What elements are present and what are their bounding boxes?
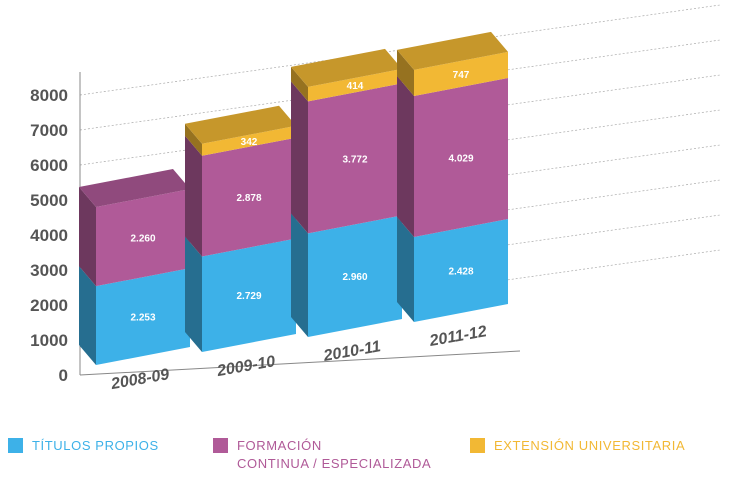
bar-segment-side bbox=[185, 135, 202, 257]
y-tick-label: 6000 bbox=[30, 156, 68, 175]
legend-swatch bbox=[470, 438, 485, 453]
bar-segment bbox=[202, 137, 296, 257]
y-tick-label: 1000 bbox=[30, 331, 68, 350]
bar-segment-side bbox=[185, 236, 202, 352]
bar-top-face bbox=[79, 169, 190, 208]
legend-swatch bbox=[8, 438, 23, 453]
bar-segment bbox=[414, 51, 508, 97]
data-label: 342 bbox=[241, 137, 258, 148]
data-label: 2.960 bbox=[342, 272, 367, 283]
legend-label: EXTENSIÓN UNIVERSITARIA bbox=[494, 437, 685, 455]
category-label: 2011-12 bbox=[427, 323, 488, 350]
legend-label-line1: EXTENSIÓN UNIVERSITARIA bbox=[494, 438, 686, 453]
data-label: 2.260 bbox=[130, 234, 155, 245]
bar-top-face bbox=[185, 105, 296, 144]
data-label: 414 bbox=[347, 81, 364, 92]
bar-segment bbox=[96, 268, 190, 365]
bar-segment bbox=[308, 215, 402, 337]
bar-segment-side bbox=[397, 217, 414, 322]
bar-top-face bbox=[291, 48, 402, 87]
bar-top-face bbox=[397, 31, 508, 70]
category-label: 2010-11 bbox=[321, 338, 382, 365]
y-tick-label: 7000 bbox=[30, 121, 68, 140]
legend-label: FORMACIÓN CONTINUA / ESPECIALIZADA bbox=[237, 437, 431, 473]
x-axis-line bbox=[79, 350, 521, 376]
value-labels: 2.253 2.260 2.729 2.878 342 2.960 3.772 414 2.42… bbox=[130, 70, 473, 324]
data-label: 3.772 bbox=[342, 154, 367, 165]
bar-segment bbox=[96, 189, 190, 287]
legend-label: TÍTULOS PROPIOS bbox=[32, 437, 159, 455]
category-label: 2009-10 bbox=[215, 353, 277, 380]
category-label: 2008-09 bbox=[109, 366, 171, 393]
bars bbox=[79, 31, 508, 365]
bar-segment bbox=[308, 83, 402, 234]
bar-segment-side bbox=[79, 266, 96, 365]
legend-swatch bbox=[213, 438, 228, 453]
bar-segment-side bbox=[79, 187, 96, 287]
bar-segment bbox=[414, 78, 508, 238]
bar-segment bbox=[202, 238, 296, 352]
bar-segment-side bbox=[291, 66, 308, 102]
legend-label-line2: CONTINUA / ESPECIALIZADA bbox=[237, 456, 432, 471]
y-tick-label: 5000 bbox=[30, 191, 68, 210]
bar-segment bbox=[202, 125, 296, 156]
y-tick-label: 0 bbox=[59, 366, 68, 385]
data-label: 2.878 bbox=[236, 193, 261, 204]
y-tick-labels: 0 1000 2000 3000 4000 5000 6000 7000 8000 bbox=[30, 86, 68, 385]
y-tick-label: 2000 bbox=[30, 296, 68, 315]
bar-segment bbox=[414, 219, 508, 322]
legend-label-line1: TÍTULOS PROPIOS bbox=[32, 438, 159, 453]
bar-segment-side bbox=[185, 123, 202, 156]
data-label: 4.029 bbox=[448, 154, 473, 165]
y-tick-label: 4000 bbox=[30, 226, 68, 245]
data-label: 2.729 bbox=[236, 291, 261, 302]
bar-segment-side bbox=[397, 49, 414, 97]
y-tick-label: 3000 bbox=[30, 261, 68, 280]
bar-segment-side bbox=[291, 213, 308, 337]
bar-segment-side bbox=[291, 81, 308, 234]
data-label: 747 bbox=[453, 70, 470, 81]
legend-label-line1: FORMACIÓN bbox=[237, 438, 322, 453]
y-tick-label: 8000 bbox=[30, 86, 68, 105]
data-label: 2.253 bbox=[130, 313, 155, 324]
bar-segment bbox=[308, 68, 402, 102]
bar-segment-side bbox=[397, 76, 414, 238]
data-label: 2.428 bbox=[448, 267, 473, 278]
